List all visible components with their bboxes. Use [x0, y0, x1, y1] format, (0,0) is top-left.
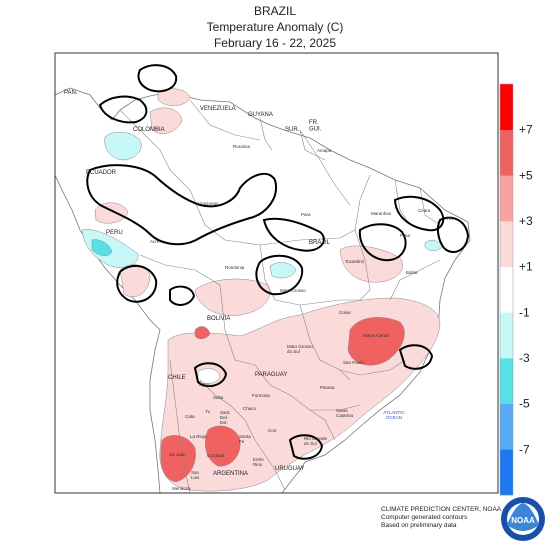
- cool-anomaly-rondonia: [269, 262, 297, 279]
- country-label-uruguay: URUGUAY: [275, 466, 305, 472]
- state-label-minas-gerais: Minas Gerais: [363, 333, 390, 338]
- political-boundaries: [119, 99, 441, 493]
- state-label-jujuy: Jujuy: [199, 382, 210, 387]
- legend-swatch: [500, 403, 513, 450]
- legend-tick-label: -3: [519, 351, 530, 365]
- legend-swatch: [500, 312, 513, 359]
- warm-anomaly-north-brazil: [339, 245, 404, 283]
- strong-warm-anomaly-minas-gerais: [347, 317, 405, 366]
- warm-anomaly-colombia: [149, 107, 183, 134]
- country-label-colombia: COLOMBIA: [133, 127, 165, 133]
- country-label-argentina: ARGENTINA: [213, 471, 248, 477]
- legend-tick-label: -5: [519, 397, 530, 411]
- state-label-entre-rios: Entre Rios: [253, 457, 264, 467]
- country-label-bolivia: BOLIVIA: [207, 316, 230, 322]
- state-label-corr: Corr: [268, 428, 277, 433]
- legend-swatch: [500, 358, 513, 404]
- country-label-guyana: GUYANA: [248, 112, 273, 118]
- legend-tick-label: +7: [519, 123, 533, 137]
- state-label-maranhao: Maranhao: [371, 211, 392, 216]
- legend-swatch: [500, 84, 513, 130]
- legend-tick-label: +1: [519, 260, 533, 274]
- map-frame-border: [54, 52, 499, 494]
- state-label-rn: RN: [447, 216, 454, 221]
- state-label-santa-fe: Santa Fe: [239, 434, 251, 444]
- state-label-amazonas: Amazonas: [197, 201, 219, 206]
- state-label-chaco: Chaco: [243, 406, 257, 411]
- state-label-mato-grosso-do-sul: Mato Grosso do Sul: [287, 344, 313, 354]
- state-labels: Roraima Amapa Amazonas Para Maranhao Cea…: [150, 144, 454, 491]
- state-label-sa-juan: Sa Juan: [169, 452, 186, 457]
- state-label-amapa: Amapa: [317, 148, 332, 153]
- credit-line-3: Based on preliminary data: [381, 522, 457, 529]
- country-label-french-guiana: FR. GUI.: [309, 120, 322, 133]
- warm-anomaly-mato-grosso: [194, 278, 270, 316]
- map-period: February 16 - 22, 2025: [213, 36, 337, 50]
- strong-cool-anomaly-peru: [91, 239, 113, 256]
- legend-tick-label: +3: [519, 214, 533, 228]
- state-label-formosa: Formosa: [252, 393, 270, 398]
- legend-swatch: [500, 129, 513, 176]
- state-label-rio-grande-do-sul: Rio Grande do Sul: [304, 436, 328, 446]
- credit-line-1: CLIMATE PREDICTION CENTER, NOAA: [381, 506, 502, 513]
- country-label-brazil: BRAZIL: [309, 240, 331, 246]
- country-label-venezuela: VENEZUELA: [200, 106, 236, 112]
- state-label-cordoba: Cordoba: [207, 453, 225, 458]
- warm-anomaly-ecuador: [94, 202, 129, 224]
- warm-anomaly-bolivia: [119, 264, 151, 298]
- noaa-logo-bird: [507, 503, 539, 531]
- state-label-parana: Parana: [320, 385, 335, 390]
- state-label-sant-del-est: Sant. Del. Est.: [220, 410, 231, 425]
- state-label-para: Para: [301, 212, 311, 217]
- state-label-cata: Cata.: [185, 414, 196, 419]
- state-label-ceara: Ceara: [418, 208, 431, 213]
- map-title: Temperature Anomaly (C): [206, 20, 344, 34]
- country-label-ecuador: ECUADOR: [86, 170, 117, 176]
- state-label-goias: Goias: [339, 310, 352, 315]
- cool-anomaly-bahia: [424, 239, 443, 251]
- legend-border: [499, 83, 514, 496]
- legend-swatch: [500, 449, 513, 496]
- country-label-pan: PAN.: [64, 90, 78, 96]
- credit-line-2: Computer generated contours: [381, 514, 468, 521]
- country-label-chile: CHILE: [168, 375, 186, 381]
- state-label-tu: Tu: [205, 409, 211, 414]
- zero-contours: [86, 64, 470, 460]
- country-label-suriname: SUR.: [285, 127, 300, 133]
- map-content: [55, 64, 471, 493]
- legend-swatch: [500, 175, 513, 222]
- state-label-roraima: Roraima: [233, 144, 251, 149]
- color-legend: +7 +5 +3 +1 -1 -3 -5 -7: [499, 83, 533, 496]
- legend-tick-label: -7: [519, 442, 530, 456]
- legend-swatch: [500, 221, 513, 267]
- state-label-tocantins: Tocantins: [345, 259, 365, 264]
- state-label-salta: Salta: [213, 395, 224, 400]
- state-label-piaui: Piaui: [400, 233, 410, 238]
- noaa-logo-text: NOAA: [511, 516, 535, 525]
- strong-warm-anomaly-cordoba: [205, 425, 241, 467]
- ocean-label: ATLANTIC OCEAN: [383, 410, 405, 420]
- state-label-bahia: Bahia: [406, 270, 418, 275]
- state-label-rondonia: Rondonia: [225, 265, 245, 270]
- legend-swatch: [500, 266, 513, 313]
- state-label-la-rioja: La Rioja: [190, 434, 207, 439]
- state-label-santa-catarina: Santa Catarina: [336, 408, 354, 418]
- country-labels: PAN. VENEZUELA GUYANA SUR. FR. GUI. COLOM…: [64, 90, 331, 477]
- noaa-logo: NOAA: [501, 497, 545, 541]
- legend-tick-label: +5: [519, 168, 533, 182]
- state-label-sao-paulo: Sao Paulo: [343, 360, 364, 365]
- country-label-peru: PERU: [106, 230, 123, 236]
- legend-tick-label: -1: [519, 305, 530, 319]
- state-label-san-luis: San Luis: [191, 470, 200, 480]
- country-label-paraguay: PARAGUAY: [255, 372, 287, 378]
- cool-anomaly-colombia: [104, 131, 142, 161]
- state-label-mato-grosso: Mato Grosso: [280, 288, 306, 293]
- state-label-mendoza: Mendoza: [172, 486, 191, 491]
- map-region-title: BRAZIL: [253, 4, 296, 18]
- state-label-acre: Acre: [150, 239, 160, 244]
- strong-warm-anomaly-bolivia-small: [194, 326, 211, 339]
- strong-warm-anomaly-argentina: [160, 435, 196, 483]
